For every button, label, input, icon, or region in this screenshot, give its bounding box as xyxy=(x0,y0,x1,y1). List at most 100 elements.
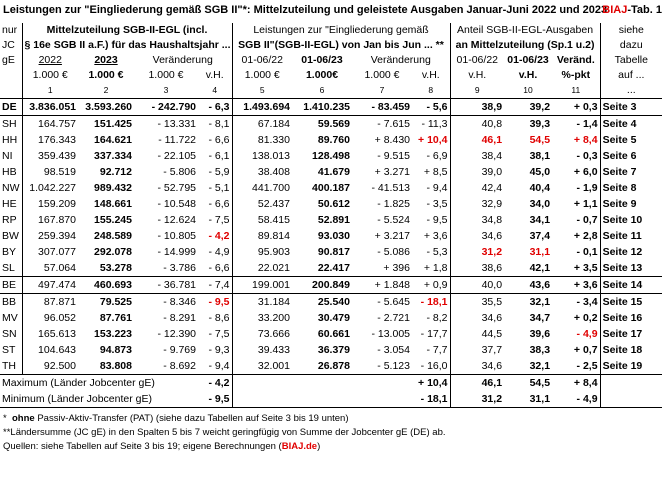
cell-c10: 37,4 xyxy=(529,230,551,242)
col5-year: 01-06/22 xyxy=(231,53,292,68)
table-row: ST 104.643 94.873 - 9.769 - 9,3 39.433 36.379 -… xyxy=(0,342,663,358)
tabelle-label: Tabelle xyxy=(599,53,663,68)
table-row: HE 159.209 148.661 - 10.548 - 6,6 52.437 50.61… xyxy=(0,196,663,212)
cell-c2: 83.808 xyxy=(99,360,132,372)
footnotes: * ohne Passiv-Aktiv-Transfer (PAT) (sieh… xyxy=(3,412,446,454)
tab-label: BIAJ-Tab. 1 xyxy=(602,4,662,16)
cell-c7: - 5.123 xyxy=(377,360,410,372)
cell-c8: - 18,1 xyxy=(412,293,451,310)
cell-c3: - 3.786 xyxy=(163,262,196,274)
table-row: BB 87.871 79.525- 8.346- 9,5 31.184 25.540- … xyxy=(0,293,663,310)
cell-c8: - 9,4 xyxy=(426,182,448,194)
max-col4: - 4,2 xyxy=(198,374,232,391)
maximum-label: Maximum (Länder Jobcenter gE) xyxy=(0,374,198,391)
cell-c1: 1.042.227 xyxy=(21,180,78,196)
cell-c7: + 8.430 xyxy=(374,134,410,146)
page-ref: Seite 3 xyxy=(599,98,663,116)
cell-c1: 307.077 xyxy=(21,244,78,260)
cell-c11: + 0,7 xyxy=(573,344,598,356)
table-row: HH 176.343 164.621 - 11.722 - 6,6 81.330 89.76… xyxy=(0,132,663,148)
cell-c7: - 3.054 xyxy=(377,344,410,356)
cell-c4: - 4,2 xyxy=(208,230,230,242)
data-table: nur Mittelzuteilung SGB-II-EGL (incl. Le… xyxy=(0,23,663,408)
col2-year: 2023 xyxy=(94,54,118,66)
dots-label: ... xyxy=(599,83,663,99)
col3-unit: 1.000 € xyxy=(148,69,184,81)
cell-c9: 38,4 xyxy=(449,148,505,164)
cell-c2: 155.245 xyxy=(94,214,132,226)
cell-c10: 34,1 xyxy=(529,214,551,226)
cell-c2: 989.432 xyxy=(94,182,132,194)
cell-c3: - 11.722 xyxy=(158,134,196,146)
cell-c3: - 22.105 xyxy=(157,150,196,162)
col9-year: 01-06/22 xyxy=(449,53,505,68)
page-ref: Seite 6 xyxy=(599,148,663,164)
cell-c1: 57.064 xyxy=(21,260,78,277)
cell-c8: + 0,9 xyxy=(412,276,451,294)
max-col9: 46,1 xyxy=(449,374,505,391)
cell-c5: 95.903 xyxy=(231,244,292,260)
cell-c9: 39,0 xyxy=(449,164,505,180)
min-col4: - 9,5 xyxy=(198,391,232,408)
page-ref: Seite 5 xyxy=(599,132,663,148)
cell-c3: - 5.806 xyxy=(163,166,196,178)
cell-c10: 31,1 xyxy=(529,246,551,258)
table-row: HB 98.519 92.712 - 5.806 - 5,9 38.408 41.679 + … xyxy=(0,164,663,180)
cell-c8: - 9,5 xyxy=(426,214,448,226)
cell-c9: 44,5 xyxy=(449,326,505,342)
cell-c2: 337.334 xyxy=(94,150,132,162)
page-ref: Seite 7 xyxy=(599,164,663,180)
page-ref: Seite 11 xyxy=(599,228,663,244)
group1-header-line2: § 16e SGB II a.F.) für das Haushaltsjahr… xyxy=(21,38,232,53)
table-row: BW 259.394 248.589 - 10.805 - 4,2 89.814 93.03… xyxy=(0,228,663,244)
cell-c11: - 3,4 xyxy=(552,293,601,310)
cell-c2: 292.078 xyxy=(94,246,132,258)
cell-c7: + 1.848 xyxy=(352,276,412,294)
cell-c10: 32,1 xyxy=(529,360,551,372)
cell-c11: - 1,4 xyxy=(552,115,601,132)
min-col9: 31,2 xyxy=(449,391,505,408)
cell-c10: 34,7 xyxy=(529,312,551,324)
tab-number: -Tab. 1 xyxy=(627,4,662,16)
group2-header-line1: Leistungen zur "Eingliederung gemäß xyxy=(231,23,451,38)
col-number-1: 1 xyxy=(21,83,78,99)
cell-c10: 39,2 xyxy=(504,98,553,116)
cell-c1: 87.871 xyxy=(21,293,78,310)
land-code: NI xyxy=(2,150,13,162)
col2-unit: 1.000 € xyxy=(88,69,124,81)
cell-c5: 58.415 xyxy=(231,212,292,228)
cell-c2: 79.525 xyxy=(78,293,134,310)
cell-c9: 40,0 xyxy=(449,276,505,294)
footnote-2-text: Ländersumme (JC gE) in den Spalten 5 bis… xyxy=(10,427,446,438)
cell-c3: - 8.291 xyxy=(163,312,196,324)
footnote-1: * ohne Passiv-Aktiv-Transfer (PAT) (sieh… xyxy=(3,412,446,426)
table-row: NI 359.439 337.334 - 22.105 - 6,1 138.013 128.… xyxy=(0,148,663,164)
cell-c9: 46,1 xyxy=(449,132,505,148)
col10-year: 01-06/23 xyxy=(507,54,549,66)
cell-c11: + 1,1 xyxy=(573,198,598,210)
table-row: SL 57.064 53.278 - 3.786 - 6,6 22.021 22.417 + … xyxy=(0,260,663,277)
cell-c6: 52.891 xyxy=(317,214,350,226)
cell-c6: 41.679 xyxy=(317,166,350,178)
cell-c7: + 396 xyxy=(383,262,410,274)
cell-c10: 34,0 xyxy=(529,198,551,210)
table-row: SN 165.613 153.223 - 12.390 - 7,5 73.666 60.66… xyxy=(0,326,663,342)
footnote-1-bold: ohne xyxy=(11,413,35,424)
ge-label: gE xyxy=(2,54,15,66)
cell-c9: 37,7 xyxy=(449,342,505,358)
col7-year: Veränderung xyxy=(370,54,431,66)
cell-c1: 92.500 xyxy=(21,358,78,375)
cell-c4: - 9,5 xyxy=(198,293,232,310)
cell-c4: - 7,5 xyxy=(208,214,230,226)
cell-c4: - 4,9 xyxy=(208,246,230,258)
source-link[interactable]: BIAJ.de xyxy=(281,441,318,452)
cell-c8: - 5,6 xyxy=(412,98,451,116)
cell-c9: 31,2 xyxy=(449,244,505,260)
dazu-label: dazu xyxy=(599,38,663,53)
land-code: RP xyxy=(2,214,17,226)
cell-c11: - 0,3 xyxy=(576,150,598,162)
source-text: Quellen: siehe Tabellen auf Seite 3 bis … xyxy=(3,441,282,452)
col1-year: 2022 xyxy=(21,53,78,68)
land-code: HB xyxy=(2,166,17,178)
cell-c7: - 5.645 xyxy=(352,293,412,310)
